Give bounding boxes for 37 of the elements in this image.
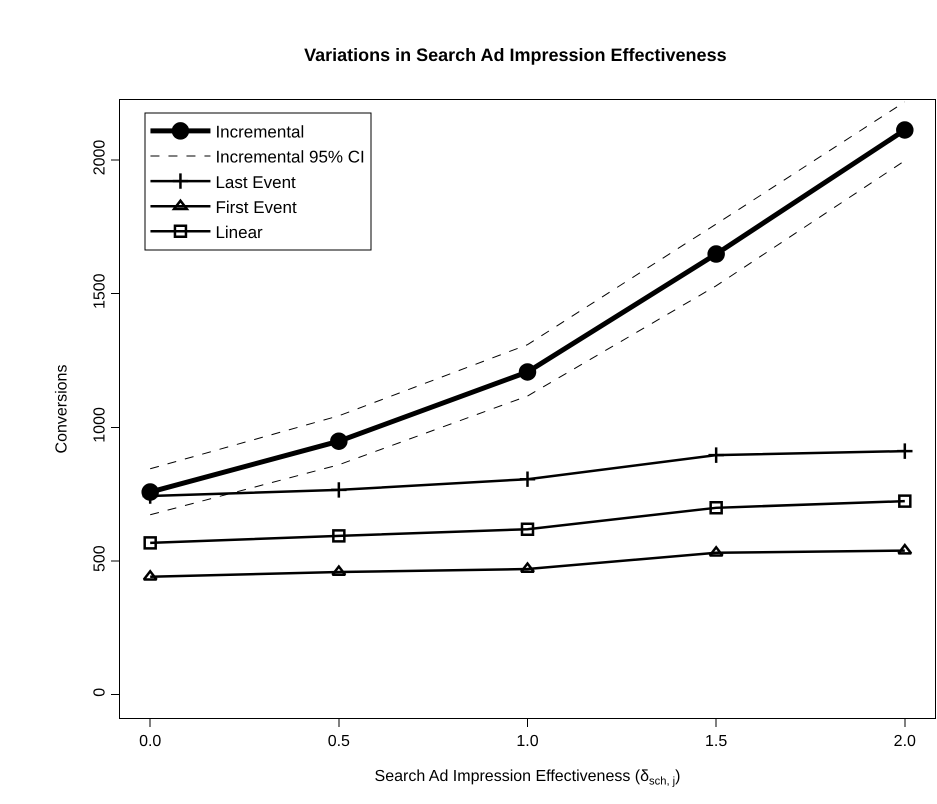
point: [709, 501, 723, 515]
point: [143, 536, 157, 550]
legend-label: Incremental 95% CI: [215, 148, 365, 167]
x-tick-label: 1.0: [516, 733, 539, 750]
chart-title: Variations in Search Ad Impression Effectiveness: [304, 44, 727, 65]
point: [142, 570, 158, 581]
legend-label: Linear: [215, 222, 264, 242]
point: [896, 442, 914, 460]
y-tick-label: 0: [92, 688, 109, 697]
point: [332, 529, 346, 543]
point: [518, 363, 536, 381]
legend-label: Incremental: [215, 122, 304, 142]
point: [898, 494, 912, 508]
y-axis-title: Conversions: [54, 364, 70, 454]
point: [707, 446, 726, 464]
x-tick-label: 2.0: [894, 733, 916, 750]
x-tick-label: 1.5: [705, 733, 728, 750]
point: [708, 546, 724, 557]
legend-label: Last Event: [215, 172, 296, 192]
y-tick-label: 1500: [92, 273, 109, 310]
x-tick-label: 0.5: [328, 733, 350, 750]
x-tick-label: 0.0: [139, 733, 162, 750]
legend-label: First Event: [215, 198, 297, 217]
point: [897, 544, 912, 555]
point: [520, 522, 534, 536]
y-tick-label: 1000: [92, 407, 109, 443]
x-axis-title: Search Ad Impression Effectiveness (δ$_{sch, j}$): [374, 768, 680, 788]
point: [520, 562, 536, 574]
y-tick-label: 500: [92, 545, 109, 572]
point: [518, 470, 536, 488]
point: [896, 121, 914, 139]
y-tick-label: 2000: [92, 140, 109, 176]
line-series: [150, 101, 906, 470]
point: [331, 565, 346, 576]
point: [330, 480, 348, 499]
point: [707, 245, 725, 263]
point: [330, 432, 348, 450]
